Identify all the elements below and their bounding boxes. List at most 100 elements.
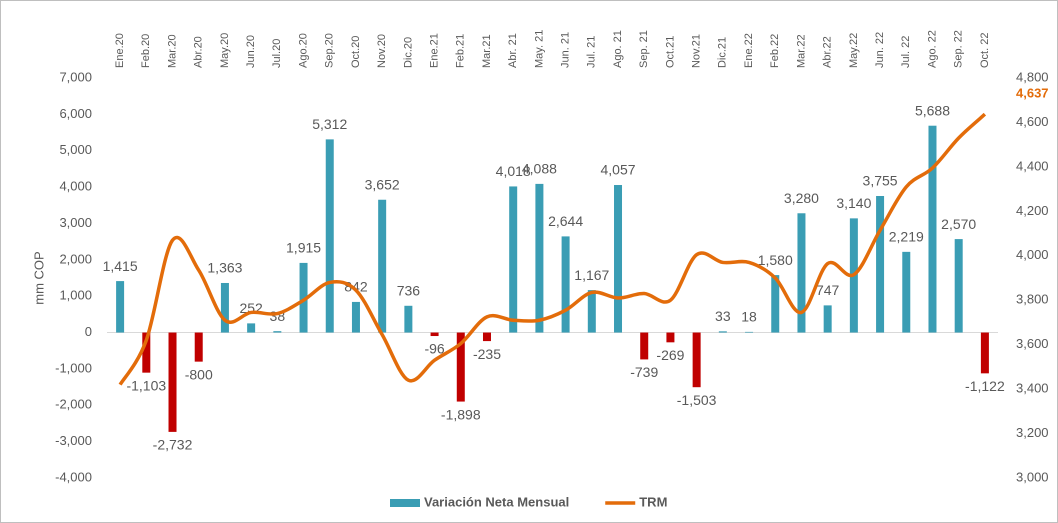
bar (823, 305, 832, 333)
x-tick-label: Ago.20 (297, 33, 309, 68)
bar (325, 139, 334, 333)
data-label: 3,652 (365, 176, 400, 192)
bar (745, 331, 754, 333)
x-tick-label: Feb.22 (769, 34, 781, 68)
bar (876, 196, 885, 333)
bar (482, 332, 491, 342)
bar (640, 332, 649, 360)
x-tick-label: May.22 (848, 33, 860, 68)
y2-tick-label: 3,200 (1016, 425, 1049, 440)
bar (168, 332, 177, 432)
data-label: 4,057 (600, 162, 635, 178)
y-tick-label: 7,000 (59, 69, 92, 84)
bar (928, 125, 937, 333)
bar (220, 282, 229, 333)
data-label: 1,363 (207, 260, 242, 276)
data-label: -235 (473, 346, 501, 362)
bar (116, 281, 125, 333)
x-tick-label: May.20 (219, 33, 231, 68)
y-tick-label: 3,000 (59, 215, 92, 230)
x-tick-label: Feb.20 (140, 34, 152, 68)
x-tick-label: Oct.20 (350, 36, 362, 68)
bar (587, 290, 596, 333)
x-tick-label: Jun. 21 (560, 32, 572, 68)
y-tick-label: 0 (85, 324, 92, 339)
bar (666, 332, 675, 343)
bar (614, 185, 623, 333)
data-label: 1,167 (574, 267, 609, 283)
data-label: 3,280 (784, 190, 819, 206)
data-label: 1,580 (758, 252, 793, 268)
bar (561, 236, 570, 333)
x-tick-label: Ago. 21 (612, 30, 624, 68)
bar (404, 305, 413, 333)
x-tick-label: Abr. 21 (507, 33, 519, 68)
data-label: -269 (656, 347, 684, 363)
data-label: 2,219 (889, 229, 924, 245)
data-label: 747 (816, 282, 840, 298)
x-tick-label: Feb.21 (455, 34, 467, 68)
legend-label: Variación Neta Mensual (424, 494, 569, 509)
x-tick-label: Ene.22 (743, 33, 755, 68)
data-label: 33 (715, 308, 731, 324)
line (118, 112, 987, 386)
bar (273, 331, 282, 333)
y-tick-label: -1,000 (55, 360, 92, 375)
data-label: 5,312 (312, 116, 347, 132)
data-label: 5,688 (915, 102, 950, 118)
y2-tick-label: 4,000 (1016, 247, 1049, 262)
x-tick-label: Nov.21 (691, 34, 703, 68)
x-tick-label: Oct. 22 (979, 33, 991, 68)
y-tick-label: 2,000 (59, 251, 92, 266)
x-tick-label: Nov.20 (376, 34, 388, 68)
data-label: 842 (344, 279, 368, 295)
y-tick-label: -2,000 (55, 397, 92, 412)
data-label: -96 (424, 341, 444, 357)
bar (718, 331, 727, 333)
x-tick-label: Ago. 22 (926, 30, 938, 68)
y2-tick-label: 4,600 (1016, 114, 1049, 129)
data-label: 18 (741, 309, 757, 325)
data-label: 2,570 (941, 216, 976, 232)
y-tick-label: 6,000 (59, 106, 92, 121)
x-tick-label: Oct.21 (664, 36, 676, 68)
data-label: -2,732 (153, 437, 193, 453)
data-label: 1,915 (286, 240, 321, 256)
bar (142, 332, 151, 373)
bar (456, 332, 465, 402)
data-label: 3,140 (836, 195, 871, 211)
x-tick-label: Abr.20 (193, 36, 205, 68)
bar (509, 186, 518, 333)
x-tick-label: Ene.21 (428, 33, 440, 68)
y2-tick-label: 4,400 (1016, 158, 1049, 173)
data-label: -1,103 (126, 377, 166, 393)
y-tick-label: -3,000 (55, 433, 92, 448)
x-tick-label: Jun. 22 (874, 32, 886, 68)
bar (351, 301, 360, 333)
y2-tick-label: 3,800 (1016, 292, 1049, 307)
x-tick-label: Sep.20 (324, 33, 336, 68)
data-label: -800 (185, 366, 213, 382)
x-tick-label: Jul.20 (271, 39, 283, 68)
bar (954, 239, 963, 333)
bar (194, 332, 203, 362)
bar (535, 183, 544, 333)
y2-tick-label: 3,000 (1016, 469, 1049, 484)
x-tick-label: Mar.20 (166, 34, 178, 68)
y2-tick-label: 3,600 (1016, 336, 1049, 351)
bar (797, 213, 806, 333)
data-label: 736 (397, 282, 421, 298)
data-label: 1,415 (103, 258, 138, 274)
y2-tick-label: 4,200 (1016, 203, 1049, 218)
y2-tick-label: 4,800 (1016, 69, 1049, 84)
x-tick-label: Abr.22 (822, 36, 834, 68)
x-tick-label: Mar.22 (795, 34, 807, 68)
x-tick-label: Sep. 22 (953, 30, 965, 68)
x-tick-label: May. 21 (533, 30, 545, 68)
bar (771, 275, 780, 333)
bar (378, 199, 387, 333)
legend-label: TRM (639, 494, 667, 509)
x-tick-label: Jul. 22 (900, 36, 912, 68)
bar (299, 262, 308, 333)
bar (247, 323, 256, 333)
